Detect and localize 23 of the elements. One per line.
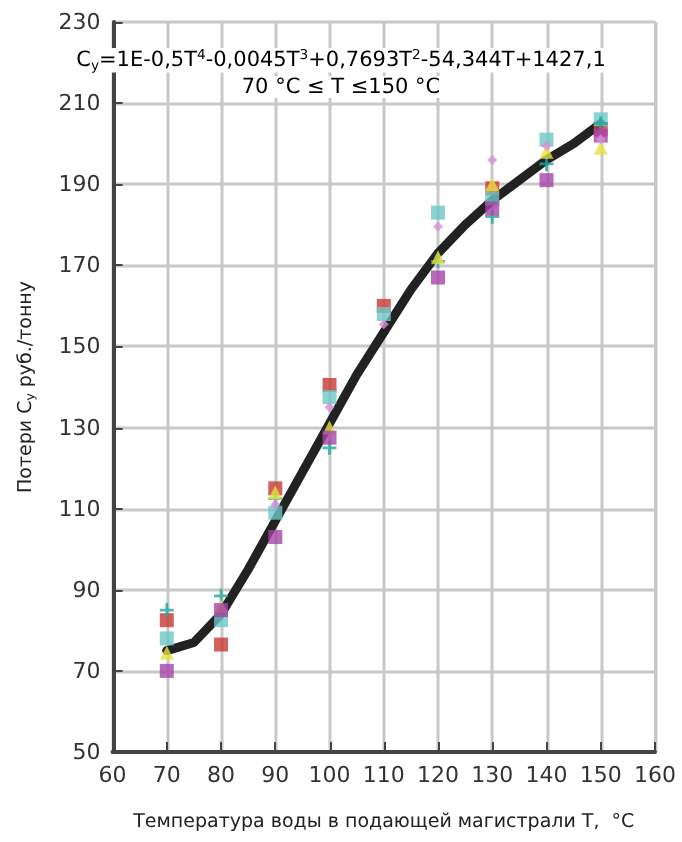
y-tick-label: 190 [58, 171, 101, 198]
y-tick-label: 230 [58, 9, 101, 35]
y-tick-label: 50 [72, 739, 101, 765]
y-tick-label: 90 [72, 576, 101, 603]
y-tick-label: 170 [58, 252, 101, 279]
x-tick-label: 150 [579, 762, 622, 788]
x-tick-label: 110 [362, 762, 405, 788]
y-tick-label: 210 [58, 90, 101, 117]
x-tick-label: 140 [525, 762, 568, 788]
y-tick-label: 150 [58, 333, 101, 360]
x-tick-label: 80 [207, 762, 236, 788]
x-tick-label: 100 [308, 762, 351, 788]
x-tick-label: 120 [417, 762, 460, 788]
x-tick-label: 90 [261, 762, 290, 788]
x-tick-label: 70 [152, 762, 181, 788]
annotation: 70 °C ≤ T ≤150 °C [241, 75, 441, 99]
x-axis-title: Температура воды в подающей магистрали T, °C [131, 811, 636, 833]
y-tick-label: 70 [72, 657, 101, 684]
y-tick-label: 130 [58, 414, 101, 441]
x-tick-label: 60 [98, 762, 127, 788]
x-tick-label: 130 [471, 762, 514, 788]
x-tick-label: 160 [634, 762, 676, 788]
y-tick-label: 110 [58, 495, 101, 522]
